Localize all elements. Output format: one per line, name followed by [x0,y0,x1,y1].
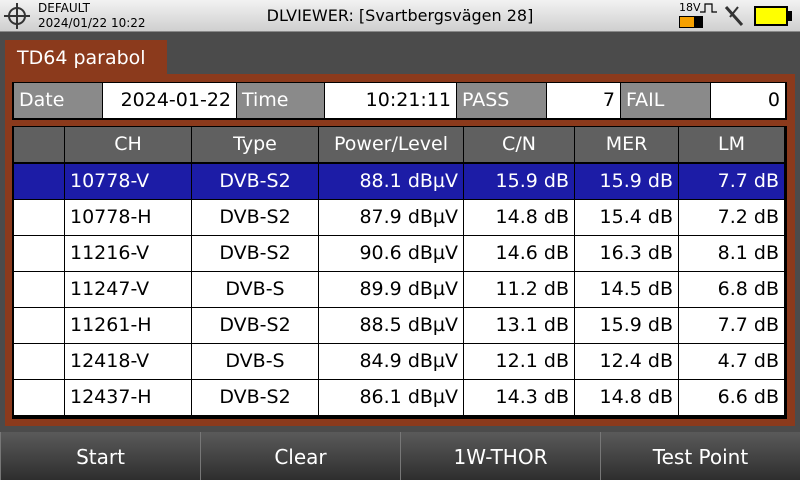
row-cell[interactable]: 11216-V [65,236,191,271]
row-cell[interactable] [14,272,64,307]
soft-button[interactable]: Clear [200,432,400,480]
satellite-icon [724,6,744,26]
row-cell[interactable]: 10778-V [65,164,191,199]
row-cell[interactable]: 4.7 dB [679,344,784,379]
row-cell[interactable] [14,380,64,415]
row-cell[interactable]: DVB-S2 [192,164,318,199]
battery-icon [754,6,788,26]
header-cell: CH [65,127,191,162]
title: DLVIEWER: [Svartbergsvägen 28] [266,6,534,25]
voltage: 18V [679,1,701,14]
battery-tip [788,11,792,21]
header-cell: MER [575,127,678,162]
header-cell: C/N [464,127,574,162]
row-cell[interactable]: 15.9 dB [575,308,678,343]
row-cell[interactable]: DVB-S2 [192,200,318,235]
row-cell[interactable]: 86.1 dBµV [319,380,463,415]
summary-value: 2024-01-22 [103,83,236,118]
row-cell[interactable]: 6.6 dB [679,380,784,415]
summary-label: Date [14,83,102,118]
soft-button[interactable]: 1W-THOR [400,432,600,480]
profile: DEFAULT [38,1,90,15]
row-cell[interactable]: 11247-V [65,272,191,307]
row-cell[interactable]: 12418-V [65,344,191,379]
row-cell[interactable]: 87.9 dBµV [319,200,463,235]
row-cell[interactable]: 15.9 dB [464,164,574,199]
summary-label: PASS [457,83,546,118]
row-cell[interactable]: 14.6 dB [464,236,574,271]
summary-label: Time [237,83,324,118]
row-cell[interactable]: DVB-S [192,344,318,379]
header-cell: Type [192,127,318,162]
row-cell[interactable]: 8.1 dB [679,236,784,271]
row-cell[interactable] [14,200,64,235]
row-cell[interactable] [14,164,64,199]
row-cell[interactable]: DVB-S [192,272,318,307]
summary-value: 0 [711,83,785,118]
row-cell[interactable]: 89.9 dBµV [319,272,463,307]
row-cell[interactable]: 7.7 dB [679,164,784,199]
row-cell[interactable]: DVB-S2 [192,308,318,343]
header-cell [14,127,64,162]
summary-row: Date 2024-01-22 Time 10:21:11 PASS 7 FAIL 0 [12,82,787,120]
signal-meter [679,16,703,28]
row-cell[interactable]: 13.1 dB [464,308,574,343]
row-cell[interactable]: DVB-S2 [192,236,318,271]
crosshair-icon [4,3,30,29]
row-cell[interactable] [14,308,64,343]
row-cell[interactable]: 84.9 dBµV [319,344,463,379]
row-cell[interactable]: 15.4 dB [575,200,678,235]
row-cell[interactable] [14,236,64,271]
row-cell[interactable]: 12.4 dB [575,344,678,379]
status-bar: DEFAULT 2024/01/22 10:22 DLVIEWER: [Svar… [0,0,800,32]
tab[interactable]: TD64 parabol [5,40,167,76]
row-cell[interactable]: DVB-S2 [192,380,318,415]
summary-value: 7 [547,83,620,118]
row-cell[interactable]: 15.9 dB [575,164,678,199]
summary-value: 10:21:11 [325,83,456,118]
datetime: 2024/01/22 10:22 [38,16,146,30]
header-cell: LM [679,127,784,162]
row-cell[interactable]: 11.2 dB [464,272,574,307]
results-table: CH Type Power/Level C/N MER LM 10778-V DVB-S2 88… [12,126,787,419]
row-cell[interactable]: 7.2 dB [679,200,784,235]
pulse-icon [700,3,717,13]
row-cell[interactable]: 11261-H [65,308,191,343]
row-cell[interactable]: 14.8 dB [575,380,678,415]
row-cell[interactable]: 14.8 dB [464,200,574,235]
summary-label: FAIL [621,83,710,118]
soft-button[interactable]: Test Point [600,432,800,480]
header-cell: Power/Level [319,127,463,162]
row-cell[interactable]: 12437-H [65,380,191,415]
row-cell[interactable]: 90.6 dBµV [319,236,463,271]
row-cell[interactable]: 14.5 dB [575,272,678,307]
row-cell[interactable]: 16.3 dB [575,236,678,271]
row-cell[interactable]: 14.3 dB [464,380,574,415]
soft-button[interactable]: Start [0,432,200,480]
row-cell[interactable]: 12.1 dB [464,344,574,379]
row-cell[interactable]: 7.7 dB [679,308,784,343]
row-cell[interactable] [14,344,64,379]
row-cell[interactable]: 88.1 dBµV [319,164,463,199]
row-cell[interactable]: 10778-H [65,200,191,235]
row-cell[interactable]: 88.5 dBµV [319,308,463,343]
row-cell[interactable]: 6.8 dB [679,272,784,307]
